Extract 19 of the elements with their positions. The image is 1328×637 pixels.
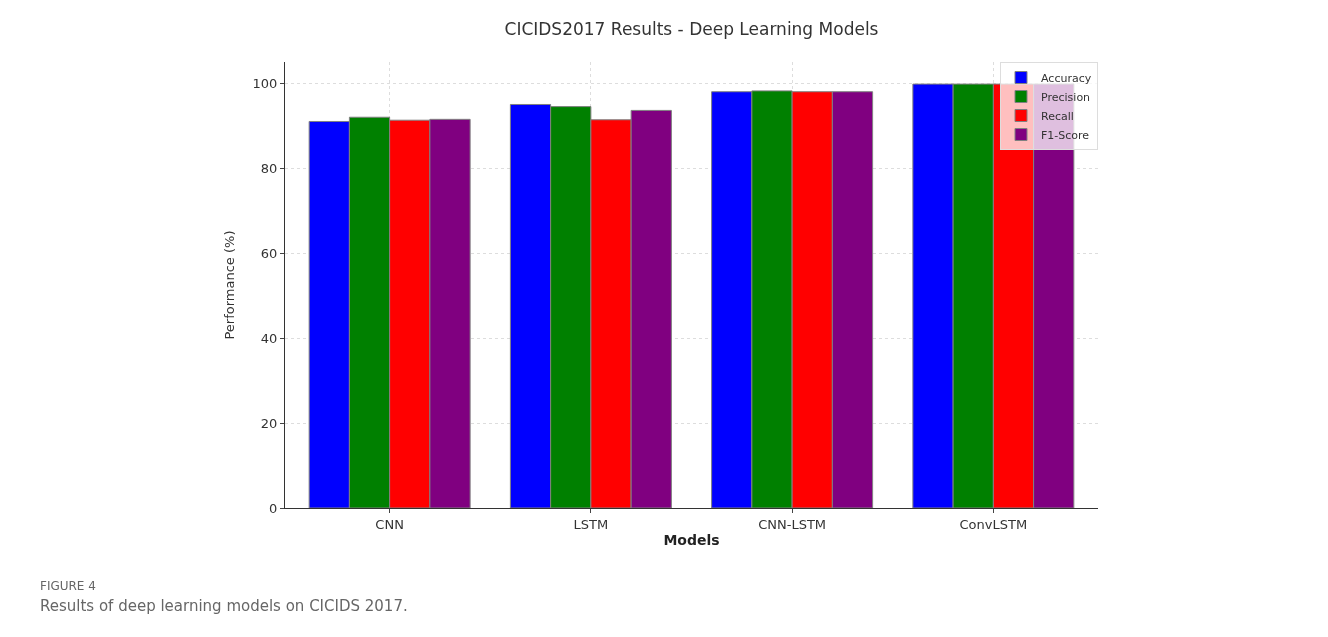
chart-title: CICIDS2017 Results - Deep Learning Models xyxy=(504,19,879,40)
x-tick-label: CNN-LSTM xyxy=(758,516,827,532)
y-tick-label: 100 xyxy=(252,75,278,91)
legend-label: Precision xyxy=(1041,90,1091,104)
text: Results of deep learning models on CICIDS 2017. xyxy=(40,597,408,615)
y-tick-label: 80 xyxy=(260,160,278,176)
y-tick-label: 60 xyxy=(260,245,278,261)
legend-label: Accuracy xyxy=(1041,71,1092,85)
caption: FIGURE 4 xyxy=(40,579,96,593)
x-axis-title: Models xyxy=(663,531,720,548)
legend-label: F1-Score xyxy=(1041,128,1090,142)
y-tick-label: 0 xyxy=(269,500,278,516)
y-tick-label: 40 xyxy=(260,330,278,346)
y-tick-label: 20 xyxy=(260,415,278,431)
x-tick-label: ConvLSTM xyxy=(959,516,1028,532)
y-axis-title: Performance (%) xyxy=(221,230,237,340)
legend-label: Recall xyxy=(1041,109,1074,123)
x-tick-label: LSTM xyxy=(573,516,609,532)
x-tick-label: CNN xyxy=(375,516,404,532)
